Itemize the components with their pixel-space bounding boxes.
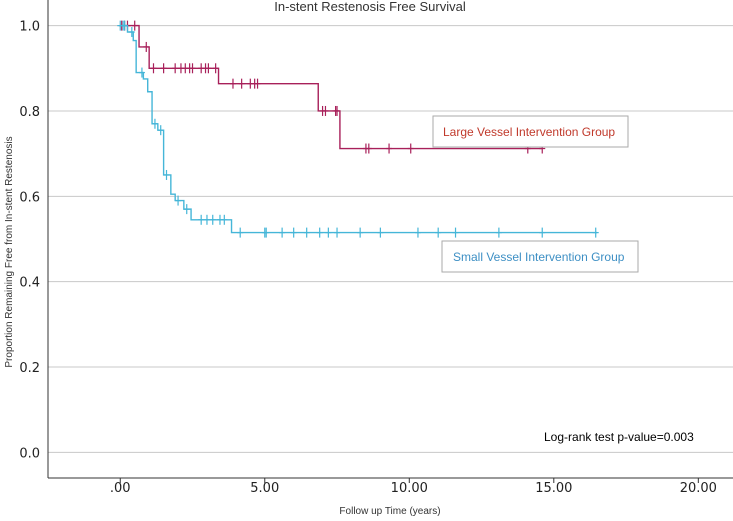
small-vessel-censor-mark [539,227,546,238]
small-vessel-censor-mark [209,214,216,225]
logrank-annotation: Log-rank test p-value=0.003 [544,430,694,444]
small-vessel-censor-mark [175,195,182,206]
large-vessel-censor-mark [143,41,150,52]
x-tick-label: 20.00 [680,481,717,496]
small-vessel-censor-mark [163,169,170,180]
small-vessel-censor-mark [279,227,286,238]
small-vessel-censor-mark [221,214,228,225]
y-tick-label: 0.8 [19,105,40,120]
x-tick-label: .00 [110,481,131,496]
x-tick-label: 10.00 [391,481,428,496]
small-vessel-censor-mark [183,204,190,215]
small-vessel-censor-mark [495,227,502,238]
plot-area [117,20,599,238]
small-vessel-censor-mark [316,227,323,238]
small-vessel-censor-mark [377,227,384,238]
y-axis-label: Proportion Remaining Free from In-stent … [4,136,15,367]
large-vessel-censor-mark [254,78,261,89]
small-vessel-censor-mark [263,227,270,238]
small-vessel-censor-mark [357,227,364,238]
large-vessel-censor-mark [172,63,179,74]
y-tick-label: 0.6 [19,190,40,205]
legend-small-vessel-label: Small Vessel Intervention Group [453,250,625,264]
large-vessel-censor-mark [150,63,157,74]
large-vessel-censor-mark [205,63,212,74]
small-vessel-censor-mark [157,125,164,136]
x-axis-label: Follow up Time (years) [339,506,440,517]
small-vessel-censor-mark [151,118,158,129]
legend-small-vessel: Small Vessel Intervention Group [441,240,639,273]
y-tick-label: 0.4 [19,276,40,291]
small-vessel-censor-mark [128,27,135,38]
x-tick-label: 15.00 [535,481,572,496]
legend-small-vessel-box [441,240,639,273]
large-vessel-censor-mark [334,105,341,116]
large-vessel-censor-mark [212,63,219,74]
large-vessel-censor-mark [365,143,372,154]
large-vessel-censor-mark [189,63,196,74]
axes: 0.0 0.2 0.4 0.6 0.8 1.0 .00 5.00 10.00 15.00 20.00 [19,0,733,496]
grid-lines [48,25,733,453]
small-vessel-censor-mark [334,227,341,238]
y-tick-label: 0.2 [19,361,40,376]
small-vessel-censor-mark [452,227,459,238]
small-vessel-censor-mark [290,227,297,238]
y-tick-label: 1.0 [19,20,40,35]
small-vessel-censor-mark [592,227,599,238]
large-vessel-censor-mark [229,78,236,89]
large-vessel-survival-curve [120,24,543,150]
large-vessel-censor-mark [322,105,329,116]
small-vessel-censor-mark [138,67,145,78]
y-tick-label: 0.0 [19,446,40,461]
legend-large-vessel-label: Large Vessel Intervention Group [443,125,615,139]
legend-large-vessel-box [432,115,629,148]
large-vessel-censor-mark [407,143,414,154]
small-vessel-censor-mark [198,214,205,225]
large-vessel-censor-mark [386,143,393,154]
small-vessel-censor-mark [414,227,421,238]
small-vessel-censor-mark [325,227,332,238]
large-vessel-censor-mark [160,63,167,74]
chart-title: In-stent Restenosis Free Survival [274,0,466,14]
legend-large-vessel: Large Vessel Intervention Group [432,115,629,148]
x-tick-label: 5.00 [250,481,279,496]
small-vessel-censor-mark [435,227,442,238]
large-vessel-censor-mark [131,20,138,31]
small-vessel-censor-mark [303,227,310,238]
small-vessel-censor-mark [121,20,128,31]
small-vessel-censor-mark [203,214,210,225]
large-vessel-censor-mark [238,78,245,89]
small-vessel-censor-mark [237,227,244,238]
